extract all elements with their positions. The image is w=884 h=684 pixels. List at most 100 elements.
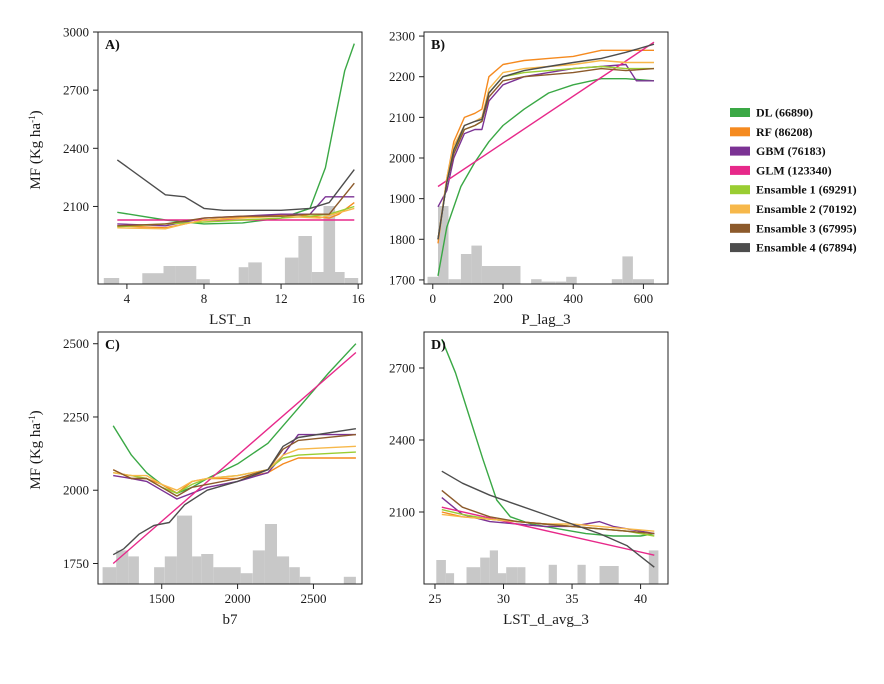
histogram-bar (102, 567, 117, 584)
histogram-bar (227, 567, 241, 584)
histogram-bar (489, 550, 498, 584)
panel-label: A) (105, 38, 120, 53)
series-line-ensamble-4 (441, 470, 655, 568)
histogram-bar (498, 573, 507, 584)
y-tick-label: 1750 (63, 556, 89, 571)
x-tick-label: 12 (275, 291, 288, 306)
x-axis-label: P_lag_3 (521, 312, 570, 328)
legend-label: Ensamble 3 (67995) (756, 221, 857, 235)
histogram-bar (436, 560, 446, 584)
legend-swatch (730, 146, 750, 156)
x-axis-label: LST_n (209, 312, 251, 328)
y-tick-label: 1800 (389, 232, 415, 247)
y-tick-label: 3000 (63, 25, 89, 40)
plot-frame (423, 331, 669, 585)
y-tick-label: 2400 (63, 141, 89, 156)
histogram-bar (128, 556, 139, 584)
legend: DL (66890) RF (86208) GBM (76183) GLM (1233… (730, 106, 857, 255)
legend-swatch (730, 223, 750, 233)
histogram-bar (196, 279, 210, 284)
panel-c: 1500 2000 2500 1750 2000 2250 2500 C) b7 (63, 331, 363, 628)
series-line-ensamble-4 (116, 159, 355, 212)
y-axis-label-bottom: MF (Kg ha-1) (27, 410, 44, 489)
panel-a: 4 8 12 16 2100 2400 2700 3000 A) LST_n (63, 25, 365, 329)
series-line-ensamble-3 (117, 182, 355, 227)
histogram-bar (622, 256, 633, 284)
series-line-gbm (437, 63, 654, 208)
histogram-bar (264, 524, 277, 584)
histogram-bar (541, 281, 556, 284)
y-tick-label: 2250 (63, 409, 89, 424)
plot-frame (97, 331, 363, 585)
histogram-bar (577, 564, 586, 584)
histogram-bar (277, 556, 290, 584)
histogram-bar (323, 206, 336, 284)
legend-swatch (730, 127, 750, 137)
y-tick-label: 2700 (63, 83, 89, 98)
histogram-bar (298, 236, 312, 284)
panel-label: D) (431, 338, 446, 353)
legend-swatch (730, 243, 750, 253)
histogram-bar (506, 567, 518, 584)
panel-b: 0 200 400 600 1700 1800 1900 2000 2100 2200 2300 B)… (389, 29, 669, 328)
histogram-bar (164, 556, 177, 584)
histogram-bar (343, 576, 356, 584)
histogram-bar (599, 566, 619, 584)
histogram-bar (238, 267, 249, 284)
x-tick-label: 4 (124, 291, 131, 306)
legend-label: Ensamble 2 (70192) (756, 202, 857, 216)
y-tick-label: 1700 (389, 272, 415, 287)
panel-label: C) (105, 338, 120, 353)
y-tick-label: 2200 (389, 69, 415, 84)
histogram-bar (175, 266, 197, 284)
x-tick-label: 600 (634, 291, 654, 306)
histogram-bar (311, 272, 324, 284)
x-axis-label: b7 (223, 612, 239, 628)
y-axis-label-top: MF (Kg ha-1) (27, 110, 44, 189)
histogram-bar (252, 550, 265, 584)
histogram-bar (142, 273, 164, 284)
histogram-bar (427, 276, 438, 284)
plot-frame (97, 31, 363, 285)
series-line-ensamble-4 (112, 428, 357, 556)
histogram-bar (448, 279, 461, 284)
series-line-ensamble-2 (113, 445, 356, 491)
histogram-bar (531, 279, 542, 284)
y-tick-label: 2500 (63, 336, 89, 351)
histogram-bar (445, 573, 455, 584)
x-tick-label: 25 (428, 591, 441, 606)
x-tick-label: 400 (563, 291, 583, 306)
y-tick-label: 2400 (389, 433, 415, 448)
histogram-bar (192, 556, 202, 584)
y-tick-label: 2000 (389, 151, 415, 166)
histogram-bar (103, 278, 120, 284)
y-tick-label: 2000 (63, 483, 89, 498)
x-tick-label: 8 (201, 291, 208, 306)
legend-label: Ensamble 4 (67894) (756, 241, 857, 255)
histogram-bar (335, 272, 345, 284)
legend-swatch (730, 108, 750, 117)
x-tick-label: 35 (566, 591, 579, 606)
histogram-bar (163, 266, 176, 284)
series-line-rf (437, 49, 654, 244)
legend-label: GLM (123340) (756, 163, 832, 177)
histogram-bar (284, 257, 299, 284)
series-line-ensamble-3 (112, 433, 356, 497)
histogram-bar (344, 278, 359, 284)
histogram-bar (555, 281, 567, 284)
x-tick-label: 2500 (300, 591, 326, 606)
histogram-bar (154, 567, 165, 584)
x-tick-label: 40 (634, 591, 647, 606)
x-tick-label: 1500 (149, 591, 175, 606)
y-tick-label: 2100 (389, 110, 415, 125)
legend-label: DL (66890) (756, 106, 813, 120)
series-line-glm (112, 351, 357, 565)
legend-swatch (730, 185, 750, 195)
series-line-ensamble-2 (437, 59, 654, 240)
histogram-bar (611, 279, 623, 284)
x-tick-label: 0 (430, 291, 437, 306)
legend-label: GBM (76183) (756, 144, 826, 158)
histogram-bar (517, 567, 526, 584)
legend-label: RF (86208) (756, 125, 813, 139)
